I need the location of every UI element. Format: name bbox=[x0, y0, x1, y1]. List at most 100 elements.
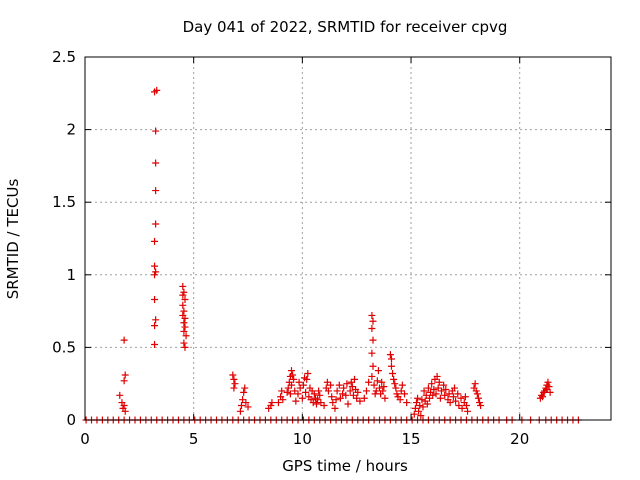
data-point bbox=[389, 370, 397, 378]
data-point bbox=[328, 393, 336, 401]
data-point bbox=[310, 390, 318, 398]
data-point bbox=[312, 400, 320, 408]
data-point bbox=[342, 391, 350, 399]
y-axis-label: SRMTID / TECUs bbox=[4, 179, 22, 300]
data-point bbox=[290, 375, 298, 383]
data-point bbox=[336, 394, 344, 402]
data-point bbox=[181, 343, 189, 351]
data-point bbox=[152, 159, 160, 167]
data-point bbox=[333, 387, 341, 395]
data-point bbox=[299, 381, 307, 389]
data-point bbox=[339, 390, 347, 398]
data-point bbox=[473, 390, 481, 398]
data-point bbox=[392, 384, 400, 392]
data-point bbox=[180, 319, 188, 327]
data-point bbox=[360, 394, 368, 402]
data-point bbox=[292, 397, 300, 405]
plot-frame bbox=[84, 56, 612, 421]
data-point bbox=[151, 237, 159, 245]
data-point bbox=[287, 381, 295, 389]
data-point bbox=[437, 387, 445, 395]
data-point bbox=[369, 336, 377, 344]
data-point bbox=[121, 371, 129, 379]
data-point bbox=[386, 351, 394, 359]
data-point bbox=[544, 378, 552, 386]
data-point bbox=[151, 340, 159, 348]
data-point bbox=[368, 349, 376, 357]
data-point bbox=[410, 410, 418, 418]
data-point bbox=[401, 390, 409, 398]
data-point bbox=[151, 262, 159, 270]
data-point bbox=[151, 295, 159, 303]
data-point bbox=[461, 393, 469, 401]
data-point bbox=[181, 323, 189, 331]
data-point bbox=[396, 396, 404, 404]
data-point bbox=[433, 372, 441, 380]
data-point bbox=[179, 301, 187, 309]
data-point bbox=[416, 401, 424, 409]
data-point bbox=[379, 387, 387, 395]
y-tick-label: 0 bbox=[66, 411, 76, 429]
data-point bbox=[373, 377, 381, 385]
data-point bbox=[151, 322, 159, 330]
data-point bbox=[120, 377, 128, 385]
data-point bbox=[477, 401, 485, 409]
data-point bbox=[302, 388, 310, 396]
y-tick-label: 1 bbox=[66, 266, 76, 284]
data-point bbox=[442, 386, 450, 394]
data-point bbox=[365, 378, 373, 386]
data-point bbox=[471, 380, 479, 388]
data-point bbox=[369, 362, 377, 370]
data-point bbox=[152, 187, 160, 195]
data-point bbox=[316, 391, 324, 399]
data-point bbox=[398, 381, 406, 389]
data-point bbox=[362, 387, 370, 395]
data-point bbox=[286, 390, 294, 398]
data-point bbox=[283, 388, 291, 396]
data-point bbox=[429, 391, 437, 399]
data-point bbox=[368, 325, 376, 333]
data-point bbox=[335, 381, 343, 389]
data-point bbox=[387, 355, 395, 363]
data-point bbox=[545, 383, 553, 391]
data-point bbox=[419, 403, 427, 411]
data-point bbox=[340, 384, 348, 392]
data-point bbox=[294, 390, 302, 398]
data-point bbox=[391, 380, 399, 388]
data-point bbox=[414, 394, 422, 402]
data-points bbox=[82, 86, 582, 424]
data-point bbox=[418, 396, 426, 404]
data-point bbox=[428, 380, 436, 388]
data-point bbox=[279, 396, 287, 404]
y-tick-label: 2 bbox=[66, 121, 76, 139]
data-point bbox=[346, 387, 354, 395]
y-tick-label: 1.5 bbox=[52, 193, 76, 211]
data-point bbox=[369, 317, 377, 325]
data-point bbox=[180, 339, 188, 347]
data-point bbox=[423, 400, 431, 408]
data-point bbox=[474, 394, 482, 402]
data-point bbox=[231, 380, 239, 388]
data-point bbox=[457, 394, 465, 402]
data-point bbox=[462, 401, 470, 409]
data-point bbox=[430, 386, 438, 394]
data-point bbox=[278, 387, 286, 395]
data-point bbox=[403, 399, 411, 407]
data-point bbox=[458, 404, 466, 412]
data-point bbox=[180, 327, 188, 335]
data-point bbox=[303, 375, 311, 383]
data-point bbox=[324, 387, 332, 395]
data-point bbox=[181, 295, 189, 303]
data-point bbox=[120, 336, 128, 344]
data-point bbox=[435, 378, 443, 386]
data-point bbox=[415, 407, 423, 415]
data-point bbox=[441, 391, 449, 399]
data-point bbox=[452, 397, 460, 405]
data-point bbox=[424, 384, 432, 392]
data-point bbox=[295, 378, 303, 386]
data-point bbox=[298, 394, 306, 402]
axis-ticks: 0 5 10 15 20 0 0.5 1 1.5 2 2.5 bbox=[52, 48, 611, 448]
x-tick-label: 10 bbox=[293, 430, 312, 448]
data-point bbox=[268, 399, 276, 407]
